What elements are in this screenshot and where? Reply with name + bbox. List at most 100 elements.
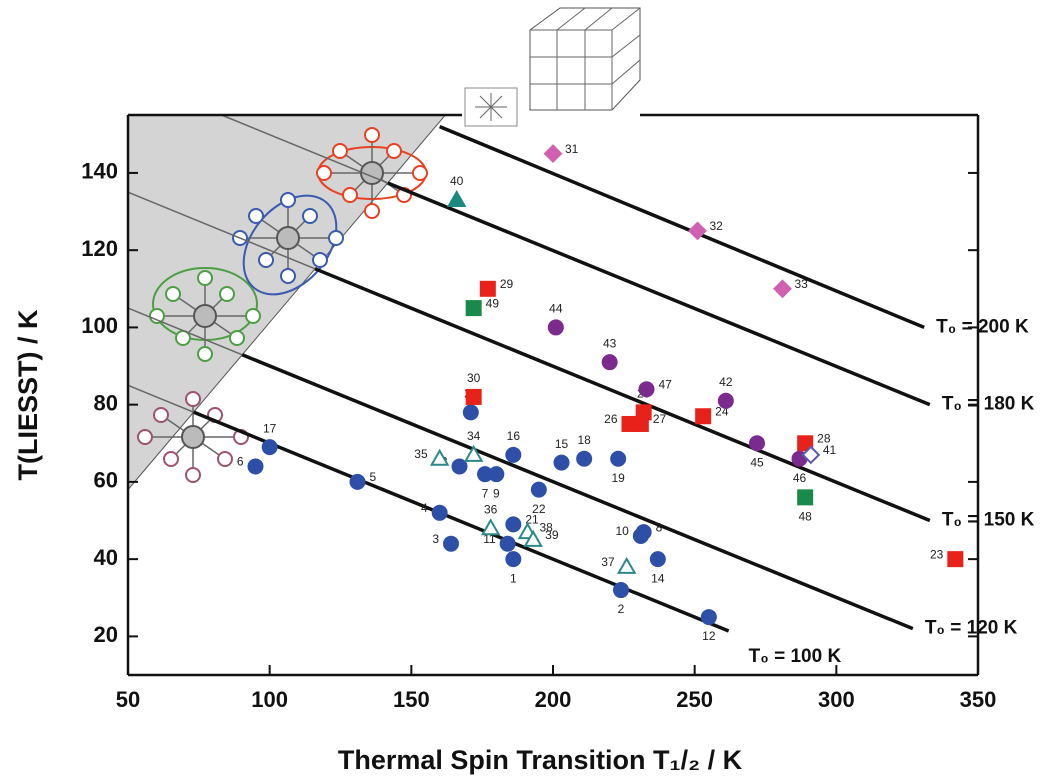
point [429, 448, 450, 466]
x-tick-label: 100 [251, 687, 288, 712]
point [613, 582, 629, 599]
point-label: 41 [823, 443, 837, 457]
point-label: 43 [603, 336, 617, 350]
ligand [364, 127, 380, 143]
point-label: 10 [615, 524, 629, 538]
reference-line [387, 181, 931, 407]
point-label: 6 [237, 455, 244, 469]
ligand [316, 165, 332, 181]
point [610, 450, 627, 467]
x-tick-label: 350 [960, 687, 997, 712]
point [695, 408, 712, 425]
y-axis-title: T(LIESST) / K [13, 309, 43, 480]
ligand [163, 451, 179, 467]
point-label: 27 [653, 412, 667, 426]
ligand [149, 308, 165, 324]
ligand [185, 467, 201, 483]
x-tick-label: 200 [535, 687, 572, 712]
molecule-icon [149, 267, 261, 362]
y-tick-label: 80 [94, 390, 118, 415]
point [632, 415, 649, 432]
reference-line [192, 410, 730, 633]
point [465, 388, 482, 405]
point-label: 44 [549, 302, 563, 316]
point-label: 7 [482, 486, 489, 500]
molecule-icon [137, 391, 249, 483]
ligand [185, 391, 201, 407]
x-tick-label: 150 [393, 687, 430, 712]
ligand [258, 252, 274, 268]
ligand [219, 286, 235, 302]
point-label: 32 [710, 219, 724, 233]
point [797, 489, 814, 506]
line-label: T₀ = 150 K [942, 510, 1035, 531]
point [638, 381, 655, 398]
point-label: 9 [493, 486, 500, 500]
point-label: 18 [577, 433, 591, 447]
metal [276, 226, 300, 250]
point [247, 458, 264, 475]
point [465, 300, 482, 317]
point-label: 47 [659, 377, 673, 391]
point [530, 481, 547, 498]
point [261, 439, 278, 456]
point-label: 11 [483, 532, 496, 546]
reference-line [241, 353, 914, 631]
x-tick-label: 50 [116, 687, 140, 712]
point-label: 33 [795, 277, 809, 291]
point-label: 14 [651, 571, 665, 585]
molecule-icon [232, 192, 344, 296]
point [553, 454, 570, 471]
line-label: T₀ = 180 K [942, 394, 1035, 415]
ligand [217, 451, 233, 467]
ligand [328, 230, 344, 246]
point [488, 466, 505, 483]
point-label: 19 [611, 471, 625, 485]
point [523, 529, 543, 547]
ligand [197, 346, 213, 362]
point [947, 551, 964, 568]
reference-line-shaded [221, 114, 389, 184]
point-label: 49 [486, 296, 500, 310]
y-tick-label: 100 [81, 313, 118, 338]
ligand [229, 330, 245, 346]
y-tick-label: 140 [81, 159, 118, 184]
point [601, 354, 618, 371]
point [349, 473, 366, 490]
point-label: 36 [484, 502, 498, 516]
point-label: 37 [601, 555, 615, 569]
point [773, 279, 792, 299]
point [635, 524, 652, 541]
ligand [412, 165, 428, 181]
point [443, 535, 459, 552]
point-label: 38 [540, 520, 554, 534]
reference-line-shaded [127, 384, 194, 413]
point-label: 39 [545, 528, 559, 542]
reference-line-shaded [127, 191, 316, 270]
x-tick-label: 250 [676, 687, 713, 712]
ligand [197, 270, 213, 286]
ligand [386, 143, 402, 159]
ligand [165, 286, 181, 302]
ligand [280, 268, 296, 284]
point-label: 48 [798, 510, 812, 524]
point [479, 280, 496, 297]
line-label: T₀ = 100 K [749, 646, 842, 667]
point [499, 535, 516, 552]
point-label: 5 [370, 470, 377, 484]
point [446, 189, 467, 207]
point [431, 504, 448, 521]
point [505, 551, 522, 568]
point-label: 4 [421, 501, 428, 515]
ligand [280, 192, 296, 208]
ligand [248, 208, 264, 224]
point [505, 516, 522, 533]
y-tick-label: 120 [81, 236, 118, 261]
ligand [302, 208, 318, 224]
point [543, 144, 563, 164]
point-label: 35 [414, 447, 428, 461]
y-tick-label: 20 [94, 622, 118, 647]
point-label: 16 [507, 429, 521, 443]
point-label: 26 [604, 412, 618, 426]
x-tick-label: 300 [818, 687, 855, 712]
